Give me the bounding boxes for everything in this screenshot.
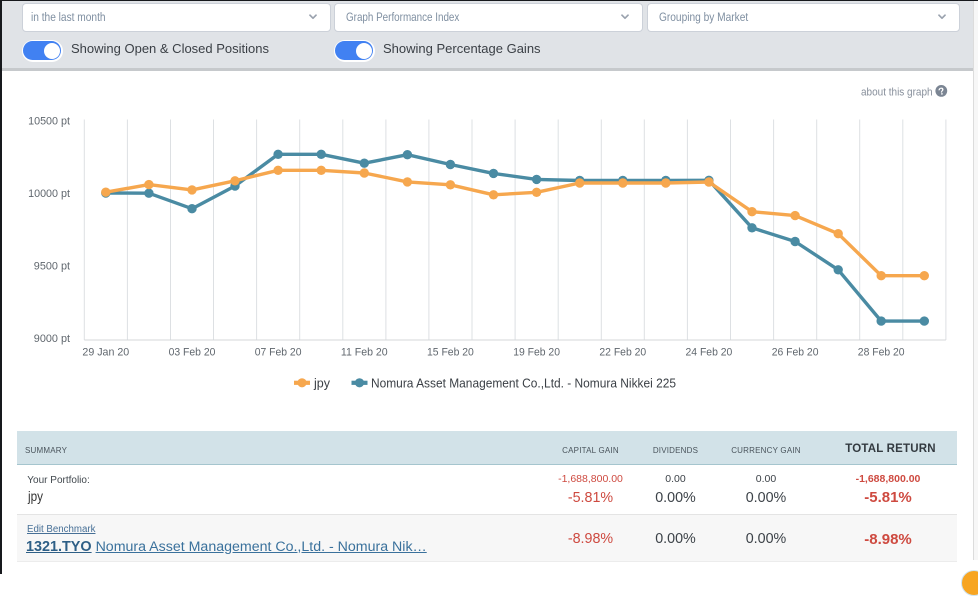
svg-text:28 Feb 20: 28 Feb 20 xyxy=(858,346,905,358)
svg-text:15 Feb 20: 15 Feb 20 xyxy=(427,346,474,358)
svg-text:10000 pt: 10000 pt xyxy=(28,188,70,200)
svg-text:07 Feb 20: 07 Feb 20 xyxy=(255,346,302,358)
svg-text:24 Feb 20: 24 Feb 20 xyxy=(686,346,733,358)
svg-text:?: ? xyxy=(937,86,946,98)
svg-text:9500 pt: 9500 pt xyxy=(34,260,70,272)
svg-text:26 Feb 20: 26 Feb 20 xyxy=(772,346,819,358)
svg-text:10500 pt: 10500 pt xyxy=(28,115,70,127)
svg-text:29 Jan 20: 29 Jan 20 xyxy=(82,346,129,358)
svg-text:Nomura Asset Management Co.,Lt: Nomura Asset Management Co.,Ltd. - Nomur… xyxy=(371,376,676,391)
svg-text:03 Feb 20: 03 Feb 20 xyxy=(169,346,216,358)
svg-text:about this graph: about this graph xyxy=(861,86,933,98)
svg-text:11 Feb 20: 11 Feb 20 xyxy=(341,346,388,358)
svg-text:22 Feb 20: 22 Feb 20 xyxy=(599,346,646,358)
svg-text:9000 pt: 9000 pt xyxy=(34,333,70,345)
svg-text:19 Feb 20: 19 Feb 20 xyxy=(513,346,560,358)
svg-text:jpy: jpy xyxy=(313,376,330,391)
